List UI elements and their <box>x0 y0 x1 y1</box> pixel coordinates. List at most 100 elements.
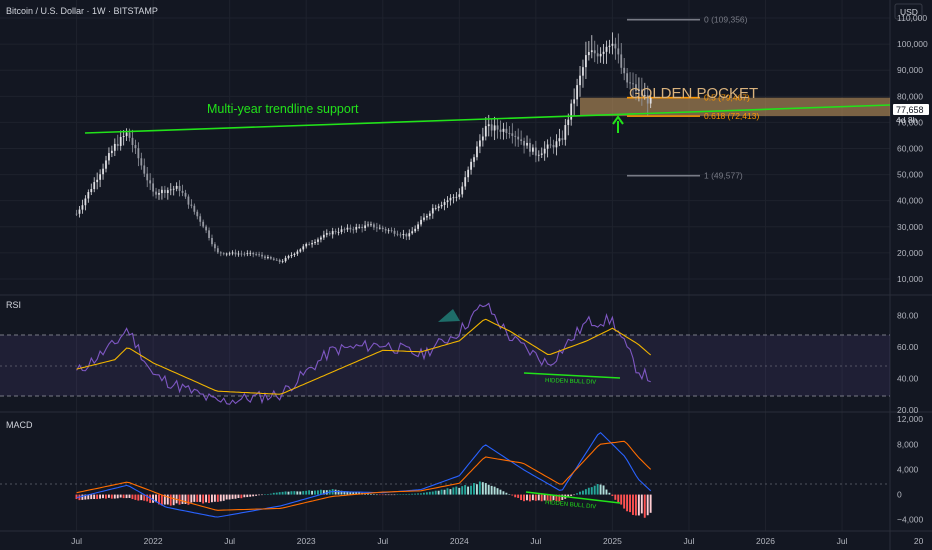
macd-hist-bar <box>196 494 199 502</box>
macd-hist-bar <box>484 483 487 495</box>
candle <box>620 43 623 74</box>
candle <box>305 242 308 249</box>
macd-hist-bar <box>570 494 573 496</box>
macd-hist-bar <box>384 494 387 496</box>
candle <box>502 122 505 140</box>
candle <box>355 223 358 233</box>
price-tick: 40,000 <box>897 196 923 206</box>
trendline[interactable] <box>84 104 891 134</box>
macd-hist-bar <box>240 494 243 499</box>
macd-hist-bar <box>378 494 381 496</box>
candle <box>78 206 81 218</box>
candle <box>252 251 255 258</box>
candle <box>93 177 96 193</box>
candle <box>599 47 602 63</box>
time-axis: Jul 2022 Jul 2023 Jul 2024 Jul 2025 Jul 2026 Jul 20 <box>71 536 923 546</box>
macd-hist-bar <box>314 490 316 495</box>
macd-hist-bar <box>281 491 284 495</box>
macd-hist-bar <box>208 494 210 503</box>
macd-hist-bar <box>75 494 78 500</box>
candle <box>172 185 175 196</box>
macd-hist-bar <box>440 489 443 495</box>
candle <box>161 186 163 200</box>
candle <box>555 134 558 156</box>
candle <box>261 252 263 259</box>
candle <box>649 91 652 109</box>
candle <box>184 189 187 199</box>
candle <box>520 130 523 145</box>
candle <box>364 220 366 231</box>
rsi-ma-line <box>76 318 652 395</box>
macd-hist-bar <box>107 494 110 498</box>
candle <box>546 139 549 158</box>
macd-hist-bar <box>228 494 231 500</box>
candle <box>216 245 219 255</box>
candle <box>158 189 160 200</box>
candle <box>596 44 599 64</box>
fib-level-label: 0.5 (79,467) <box>704 93 750 103</box>
rsi-tick: 60.00 <box>897 342 919 352</box>
candle <box>264 254 266 260</box>
macd-hist-bar <box>266 494 269 495</box>
candle <box>473 154 475 168</box>
currency-button[interactable]: USD <box>894 3 923 20</box>
macd-hist-bar <box>311 490 313 495</box>
macd-hist-bar <box>255 494 258 496</box>
macd-hist-bar <box>343 491 346 495</box>
current-price-value: 77,658 <box>896 105 924 115</box>
macd-hist-bar <box>340 490 343 495</box>
candle <box>373 222 375 231</box>
macd-hist-bar <box>367 493 369 495</box>
candle <box>579 65 581 97</box>
candle <box>84 195 87 211</box>
candle <box>423 213 425 222</box>
macd-hist-bar <box>452 487 455 495</box>
macd-hist-bar <box>632 494 634 515</box>
rsi-scale: 80.00 60.00 40.00 20.00 <box>897 311 919 415</box>
macd-hist-bar <box>552 494 555 501</box>
macd-hist-bar <box>646 494 649 516</box>
countdown-value: 4d 8h <box>896 115 918 125</box>
price-tick: 50,000 <box>897 170 923 180</box>
candle <box>296 249 299 256</box>
macd-hist-bar <box>375 494 378 496</box>
macd-hist-bar <box>411 493 414 495</box>
macd-hist-bar <box>346 491 349 495</box>
macd-hist-bar <box>349 491 352 495</box>
time-tick: Jul <box>224 536 235 546</box>
macd-hist-bar <box>149 494 152 503</box>
macd-hist-bar <box>626 494 629 512</box>
macd-hist-bar <box>637 494 640 516</box>
macd-hist-bar <box>237 494 240 499</box>
macd-hist-bar <box>169 494 172 506</box>
candle <box>476 141 478 161</box>
macd-hist-bar <box>461 486 464 495</box>
candle <box>611 32 614 55</box>
candle <box>481 127 484 147</box>
symbol-title[interactable]: Bitcoin / U.S. Dollar · 1W · BITSTAMP <box>6 6 158 16</box>
macd-hist-bar <box>110 494 113 499</box>
macd-hist-bar <box>290 491 293 495</box>
candle <box>587 40 590 61</box>
candle <box>290 252 293 259</box>
macd-hist-bar <box>231 494 234 499</box>
macd-hist-bar <box>511 494 514 496</box>
macd-hist-bar <box>546 494 549 501</box>
macd-hist-bar <box>178 494 181 505</box>
macd-hist-bar <box>213 494 216 502</box>
candle <box>199 213 202 227</box>
macd-hist-bar <box>278 492 281 495</box>
candle <box>405 232 408 241</box>
candle <box>119 130 122 151</box>
candle <box>181 184 184 197</box>
candle <box>190 199 193 209</box>
rsi-divergence-line <box>523 372 621 379</box>
macd-hist-bar <box>643 494 646 518</box>
macd-hist-bar <box>584 489 587 495</box>
candle <box>467 166 470 183</box>
macd-hist-bar <box>614 494 617 500</box>
macd-hist-bar <box>372 494 375 495</box>
macd-hist-bar <box>134 494 137 500</box>
macd-divergence-line <box>525 491 621 504</box>
